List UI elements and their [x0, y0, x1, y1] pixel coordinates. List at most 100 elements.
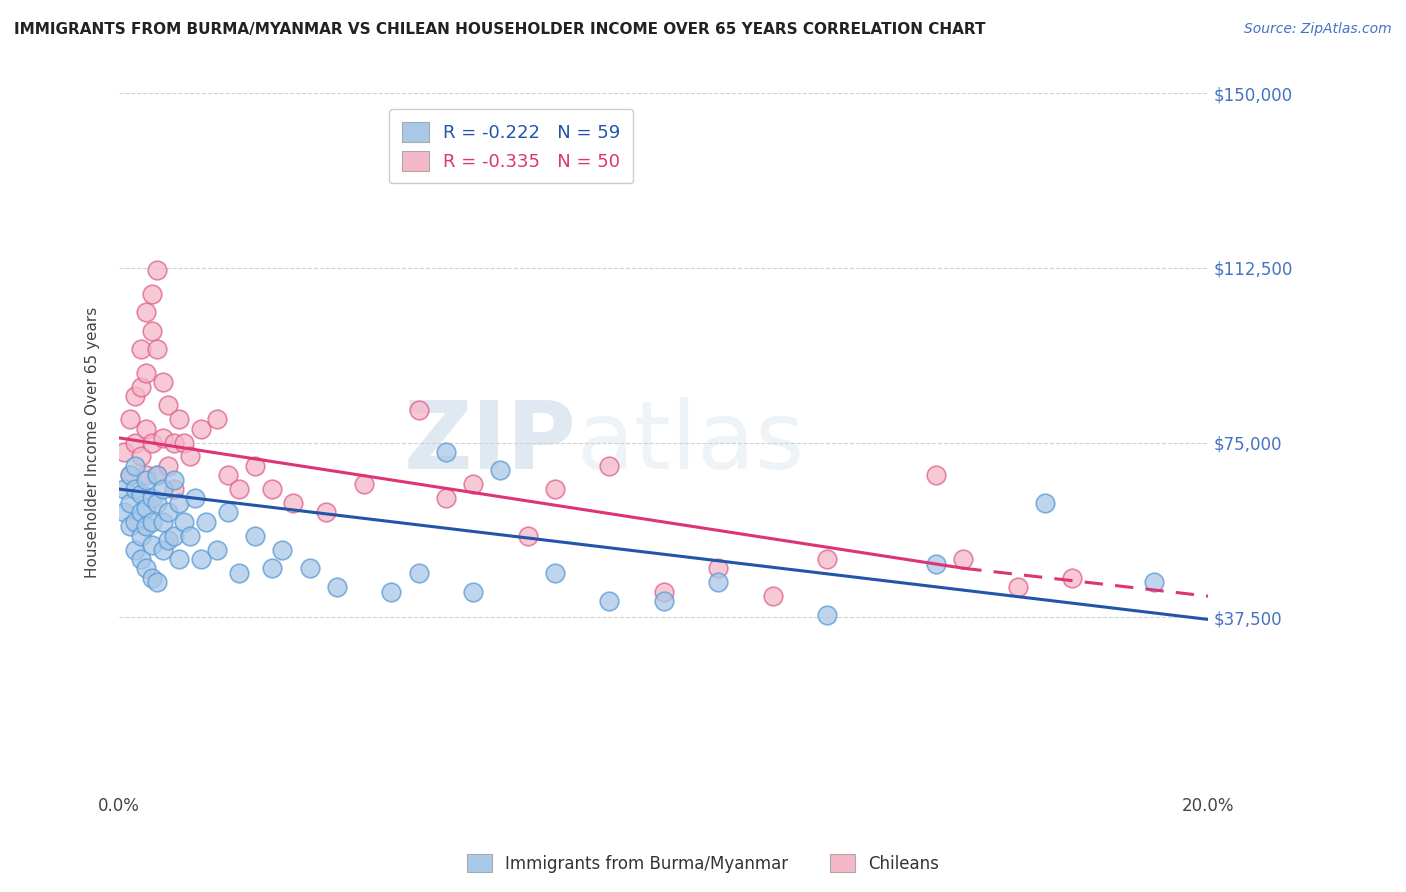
Point — [184, 491, 207, 506]
Point — [162, 482, 184, 496]
Point — [152, 515, 174, 529]
Point — [173, 435, 195, 450]
Point — [118, 519, 141, 533]
Point — [260, 561, 283, 575]
Point — [129, 505, 152, 519]
Point — [260, 482, 283, 496]
Point — [217, 505, 239, 519]
Y-axis label: Householder Income Over 65 years: Householder Income Over 65 years — [86, 307, 100, 578]
Point — [141, 538, 163, 552]
Text: ZIP: ZIP — [404, 397, 576, 489]
Point — [380, 584, 402, 599]
Point — [167, 496, 190, 510]
Point — [162, 473, 184, 487]
Point — [952, 552, 974, 566]
Point — [141, 286, 163, 301]
Point — [135, 500, 157, 515]
Point — [283, 496, 305, 510]
Point — [124, 389, 146, 403]
Legend: Immigrants from Burma/Myanmar, Chileans: Immigrants from Burma/Myanmar, Chileans — [460, 847, 946, 880]
Point — [245, 528, 267, 542]
Point — [353, 477, 375, 491]
Point — [1062, 570, 1084, 584]
Point — [461, 584, 484, 599]
Point — [179, 528, 201, 542]
Point — [707, 575, 730, 590]
Point — [228, 566, 250, 580]
Point — [205, 542, 228, 557]
Point — [408, 403, 430, 417]
Point — [544, 566, 567, 580]
Point — [598, 594, 620, 608]
Point — [179, 450, 201, 464]
Point — [315, 505, 337, 519]
Point — [124, 458, 146, 473]
Point — [141, 570, 163, 584]
Point — [157, 505, 180, 519]
Point — [489, 463, 512, 477]
Text: Source: ZipAtlas.com: Source: ZipAtlas.com — [1244, 22, 1392, 37]
Point — [925, 557, 948, 571]
Point — [129, 379, 152, 393]
Point — [152, 482, 174, 496]
Legend: R = -0.222   N = 59, R = -0.335   N = 50: R = -0.222 N = 59, R = -0.335 N = 50 — [389, 110, 633, 184]
Point — [146, 343, 169, 357]
Point — [544, 482, 567, 496]
Point — [815, 607, 838, 622]
Point — [195, 515, 218, 529]
Point — [124, 542, 146, 557]
Point — [114, 505, 136, 519]
Point — [146, 496, 169, 510]
Point — [762, 589, 785, 603]
Point — [190, 421, 212, 435]
Text: IMMIGRANTS FROM BURMA/MYANMAR VS CHILEAN HOUSEHOLDER INCOME OVER 65 YEARS CORREL: IMMIGRANTS FROM BURMA/MYANMAR VS CHILEAN… — [14, 22, 986, 37]
Point — [118, 412, 141, 426]
Point — [135, 473, 157, 487]
Point — [516, 528, 538, 542]
Point — [118, 468, 141, 483]
Point — [298, 561, 321, 575]
Point — [129, 450, 152, 464]
Point — [167, 552, 190, 566]
Point — [135, 468, 157, 483]
Point — [157, 398, 180, 412]
Point — [129, 528, 152, 542]
Point — [707, 561, 730, 575]
Point — [152, 375, 174, 389]
Point — [271, 542, 294, 557]
Text: atlas: atlas — [576, 397, 804, 489]
Point — [146, 468, 169, 483]
Point — [135, 421, 157, 435]
Point — [118, 468, 141, 483]
Point — [461, 477, 484, 491]
Point — [245, 458, 267, 473]
Point — [217, 468, 239, 483]
Point — [228, 482, 250, 496]
Point — [162, 435, 184, 450]
Point — [141, 324, 163, 338]
Point — [118, 496, 141, 510]
Point — [152, 542, 174, 557]
Point — [129, 487, 152, 501]
Point — [652, 594, 675, 608]
Point — [157, 533, 180, 548]
Point — [152, 431, 174, 445]
Point — [162, 528, 184, 542]
Point — [124, 515, 146, 529]
Point — [1007, 580, 1029, 594]
Point — [157, 458, 180, 473]
Point — [434, 445, 457, 459]
Point — [173, 515, 195, 529]
Point — [124, 435, 146, 450]
Point — [114, 482, 136, 496]
Point — [408, 566, 430, 580]
Point — [146, 468, 169, 483]
Point — [146, 263, 169, 277]
Point — [1143, 575, 1166, 590]
Point — [205, 412, 228, 426]
Point — [129, 552, 152, 566]
Point — [434, 491, 457, 506]
Point — [815, 552, 838, 566]
Point — [141, 515, 163, 529]
Point — [141, 435, 163, 450]
